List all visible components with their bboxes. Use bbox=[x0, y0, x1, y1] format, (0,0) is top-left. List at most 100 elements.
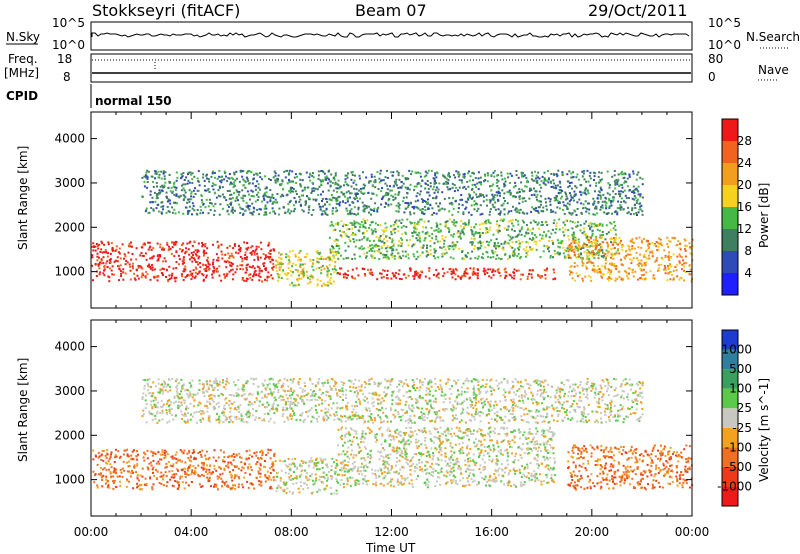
echo-cell bbox=[434, 250, 437, 252]
echo-cell bbox=[214, 202, 217, 205]
echo-cell bbox=[275, 177, 278, 180]
echo-cell bbox=[286, 278, 289, 281]
echo-cell bbox=[491, 249, 494, 252]
echo-cell bbox=[197, 257, 200, 260]
echo-cell bbox=[269, 487, 272, 490]
echo-cell bbox=[591, 229, 594, 232]
echo-cell bbox=[209, 202, 212, 205]
echo-cell bbox=[118, 279, 120, 282]
echo-cell bbox=[109, 267, 112, 270]
echo-cell bbox=[132, 458, 135, 461]
echo-cell bbox=[531, 236, 534, 239]
echo-cell bbox=[109, 261, 112, 264]
echo-cell bbox=[288, 259, 291, 262]
echo-cell bbox=[248, 265, 251, 268]
echo-cell bbox=[331, 245, 333, 248]
echo-cell bbox=[400, 237, 403, 240]
echo-cell bbox=[507, 212, 509, 215]
y-tick-label: 2000 bbox=[54, 220, 85, 234]
echo-cell bbox=[398, 178, 401, 181]
echo-cell bbox=[307, 277, 309, 279]
echo-cell bbox=[574, 239, 577, 242]
echo-cell bbox=[606, 192, 609, 195]
echo-cell bbox=[391, 272, 394, 275]
echo-cell bbox=[508, 472, 511, 475]
echo-cell bbox=[150, 464, 153, 467]
echo-cell bbox=[683, 262, 686, 265]
echo-cell bbox=[447, 172, 450, 175]
echo-cell bbox=[580, 202, 583, 205]
echo-cell bbox=[250, 195, 253, 197]
echo-cell bbox=[280, 183, 283, 185]
echo-cell bbox=[404, 207, 407, 210]
echo-cell bbox=[187, 171, 190, 174]
echo-cell bbox=[500, 243, 503, 245]
echo-cell bbox=[458, 179, 461, 182]
echo-cell bbox=[104, 454, 107, 457]
echo-cell bbox=[128, 470, 131, 473]
echo-cell bbox=[415, 273, 418, 276]
echo-cell bbox=[296, 279, 299, 282]
echo-cell bbox=[464, 269, 467, 272]
echo-cell bbox=[143, 483, 146, 486]
echo-cell bbox=[346, 200, 349, 203]
echo-cell bbox=[96, 259, 99, 262]
echo-cell bbox=[333, 470, 336, 473]
echo-cell bbox=[568, 170, 571, 173]
echo-cell bbox=[362, 187, 364, 190]
echo-cell bbox=[147, 248, 150, 251]
echo-cell bbox=[103, 266, 106, 268]
echo-cell bbox=[610, 256, 612, 259]
echo-cell bbox=[382, 195, 385, 198]
echo-cell bbox=[550, 180, 552, 183]
echo-cell bbox=[317, 194, 320, 196]
echo-cell bbox=[230, 193, 233, 196]
echo-cell bbox=[390, 230, 393, 233]
echo-cell bbox=[168, 245, 170, 248]
echo-cell bbox=[264, 194, 267, 197]
echo-cell bbox=[182, 279, 185, 281]
echo-cell bbox=[231, 209, 234, 212]
echo-cell bbox=[631, 191, 634, 194]
echo-cell bbox=[331, 196, 334, 199]
echo-cell bbox=[160, 458, 163, 461]
echo-cell bbox=[201, 273, 204, 276]
station-title: Stokkseyri (fitACF) bbox=[92, 1, 240, 20]
echo-cell bbox=[541, 175, 544, 178]
echo-cell bbox=[607, 243, 610, 246]
echo-cell bbox=[461, 251, 464, 254]
echo-cell bbox=[413, 221, 416, 224]
echo-cell bbox=[402, 200, 405, 203]
echo-cell bbox=[434, 172, 437, 175]
echo-cell bbox=[266, 275, 269, 278]
echo-cell bbox=[380, 245, 383, 248]
echo-cell bbox=[613, 180, 616, 183]
echo-cell bbox=[607, 231, 610, 234]
echo-cell bbox=[475, 193, 478, 196]
echo-cell bbox=[272, 200, 275, 203]
echo-cell bbox=[94, 245, 97, 248]
echo-cell bbox=[224, 172, 227, 174]
echo-cell bbox=[232, 469, 235, 472]
echo-cell bbox=[511, 246, 514, 249]
echo-cell bbox=[477, 177, 480, 180]
echo-cell bbox=[398, 203, 401, 206]
echo-cell bbox=[253, 253, 256, 256]
echo-cell bbox=[577, 244, 580, 247]
echo-cell bbox=[374, 230, 377, 233]
echo-cell bbox=[181, 249, 184, 252]
echo-cell bbox=[225, 175, 227, 178]
echo-cell bbox=[313, 462, 316, 465]
echo-cell bbox=[637, 259, 640, 262]
echo-cell bbox=[462, 173, 465, 176]
echo-cell bbox=[270, 487, 273, 490]
echo-cell bbox=[334, 172, 337, 175]
echo-cell bbox=[540, 186, 543, 189]
echo-cell bbox=[579, 245, 582, 248]
echo-cell bbox=[118, 247, 121, 250]
echo-cell bbox=[469, 456, 472, 459]
echo-cell bbox=[240, 456, 243, 459]
echo-cell bbox=[358, 446, 361, 449]
echo-cell bbox=[429, 240, 432, 242]
echo-cell bbox=[208, 468, 211, 471]
